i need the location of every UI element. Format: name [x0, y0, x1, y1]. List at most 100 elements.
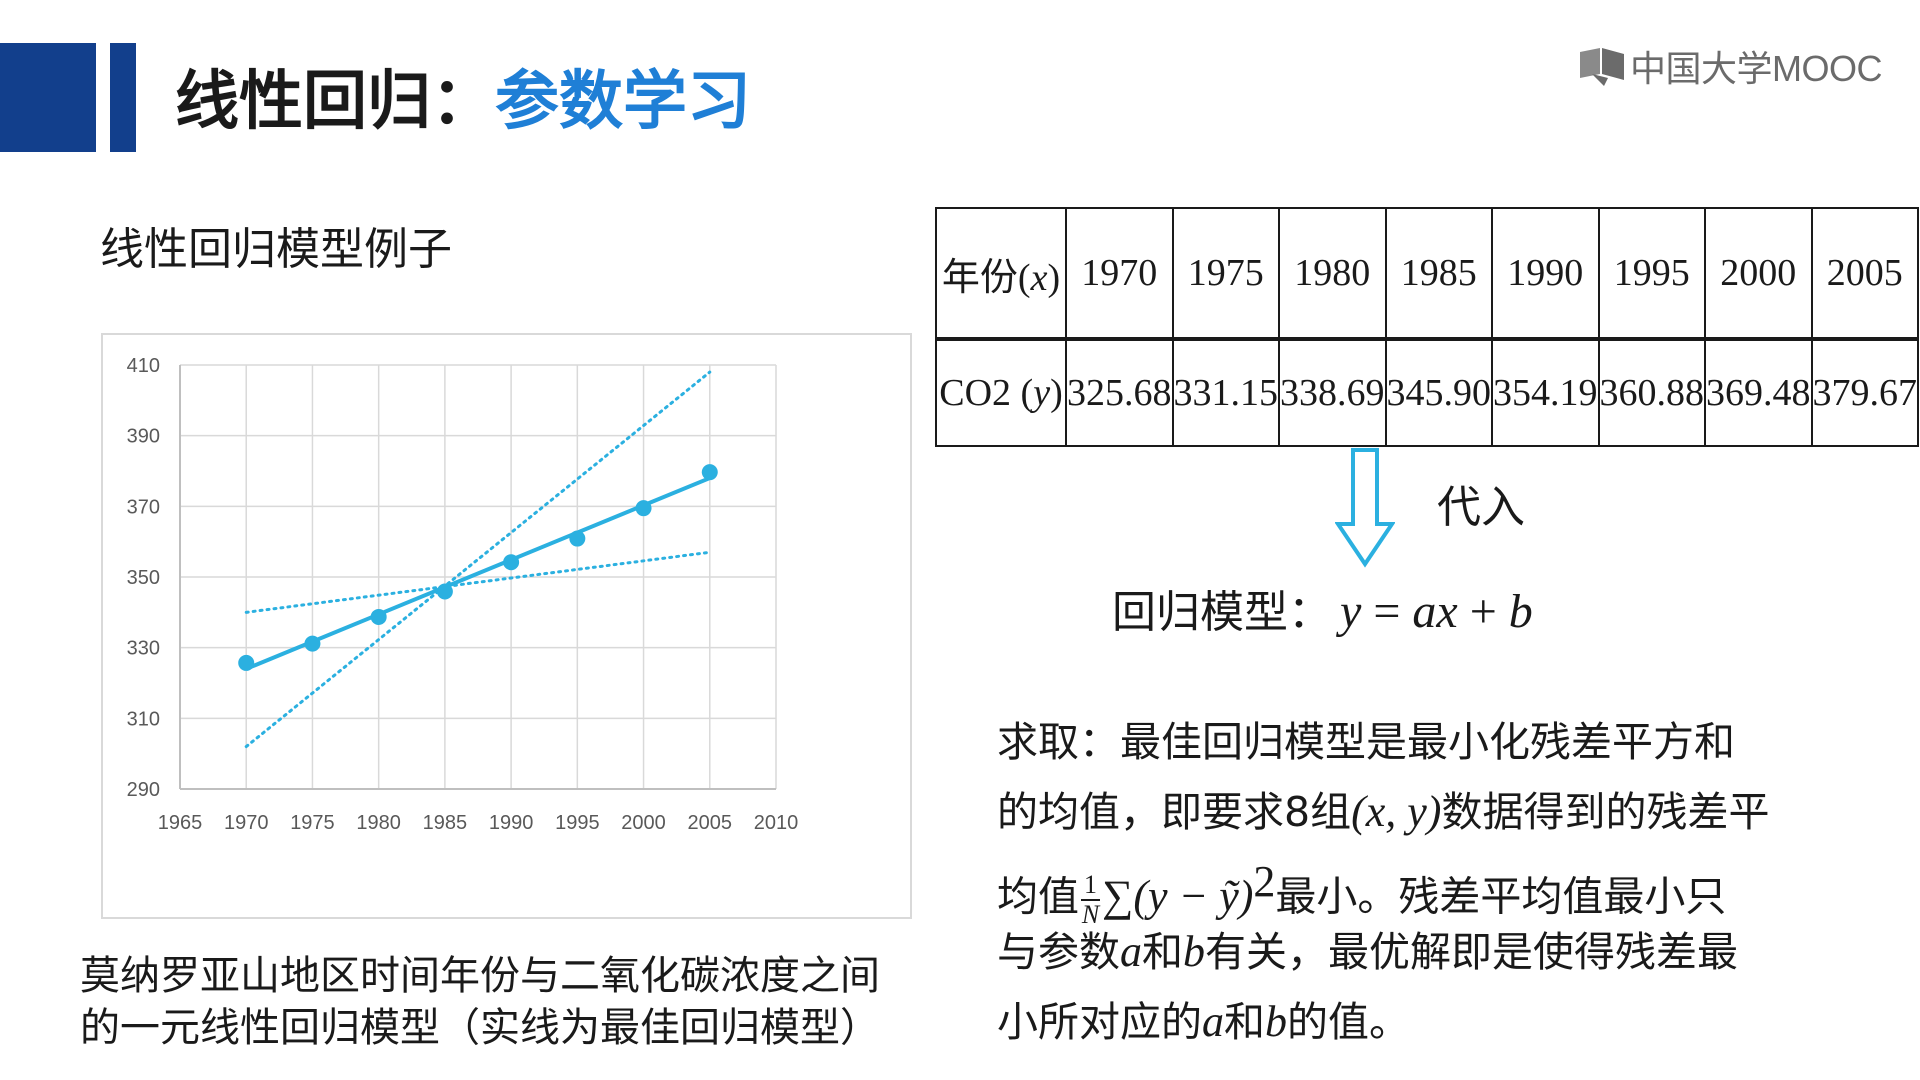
year-label-text: 年份(	[941, 256, 1031, 299]
explain-text: 有关，最优解即是使得残差最	[1205, 928, 1738, 976]
explain-line-5: 小所对应的a和b的值。	[997, 987, 1907, 1057]
regression-model-formula: 回归模型： y = ax + b	[1112, 584, 1533, 641]
year-label-suffix: )	[1047, 256, 1061, 299]
table-row-years: 年份(x) 1970 1975 1980 1985 1990 1995 2000…	[935, 206, 1919, 342]
table-cell-year: 1985	[1384, 206, 1493, 342]
data-point	[238, 654, 255, 671]
y-tick-label: 370	[127, 496, 160, 518]
fraction-denominator: N	[1081, 899, 1100, 929]
co2-data-table: 年份(x) 1970 1975 1980 1985 1990 1995 2000…	[935, 206, 1919, 447]
year-label-var: x	[1030, 256, 1048, 299]
table-cell-year: 1990	[1491, 206, 1600, 342]
x-tick-label: 2000	[621, 812, 666, 834]
y-tick-label: 310	[127, 708, 160, 730]
x-tick-label: 1990	[489, 812, 533, 834]
section-subheading: 线性回归模型例子	[100, 224, 452, 275]
caption-line-1: 莫纳罗亚山地区时间年份与二氧化碳浓度之间	[80, 953, 880, 999]
y-tick-label: 390	[127, 426, 160, 448]
y-tick-label: 290	[127, 779, 160, 801]
model-label: 回归模型：	[1112, 587, 1332, 638]
explain-text: 和	[1224, 998, 1265, 1046]
header-accent-bar-thin	[110, 43, 136, 152]
exponent: 2	[1253, 857, 1276, 906]
x-tick-label: 1970	[224, 812, 269, 834]
co2-label-text: CO2 (	[939, 372, 1034, 415]
explain-line-2: 的均值，即要求8组(x, y)数据得到的残差平	[997, 777, 1907, 847]
table-cell-co2: 379.67	[1810, 338, 1919, 447]
explain-text: 小所对应的	[997, 998, 1202, 1046]
book-logo-icon	[1580, 48, 1624, 86]
table-cell-year: 1970	[1065, 206, 1174, 342]
dotted-fit-line	[244, 550, 712, 614]
title-prefix: 线性回归：	[175, 65, 495, 139]
explanation-text: 求取：最佳回归模型是最小化残差平方和 的均值，即要求8组(x, y)数据得到的残…	[997, 707, 1907, 1057]
explain-text: 均值	[997, 872, 1079, 921]
chart-container: 290 310 330 350 370 390 410 1965 1970 1975 1980 198…	[101, 333, 912, 919]
data-point	[436, 583, 453, 600]
table-cell-co2: 369.48	[1704, 338, 1813, 447]
table-header-year: 年份(x)	[935, 206, 1067, 342]
explain-math: a	[1120, 927, 1142, 976]
chart-caption: 莫纳罗亚山地区时间年份与二氧化碳浓度之间 的一元线性回归模型（实线为最佳回归模型…	[80, 950, 880, 1054]
table-cell-co2: 331.15	[1171, 338, 1280, 447]
fraction-numerator: 1	[1081, 870, 1100, 901]
x-tick-label: 1985	[423, 812, 468, 834]
explain-math: b	[1265, 997, 1287, 1046]
table-cell-co2: 338.69	[1278, 338, 1387, 447]
explain-text: 和	[1142, 928, 1183, 976]
mooc-logo: 中国大学MOOC	[1578, 44, 1883, 89]
explain-line-3: 均值 1 N ∑(y − ỹ)2最小。残差平均值最小只	[997, 847, 1907, 928]
x-tick-label: 1995	[555, 812, 600, 834]
caption-line-2: 的一元线性回归模型（实线为最佳回归模型）	[80, 1005, 880, 1051]
y-tick-label: 330	[127, 638, 160, 660]
explain-line-4: 与参数a和b有关，最优解即是使得残差最	[997, 917, 1907, 987]
data-point	[569, 530, 586, 547]
y-tick-label: 410	[127, 355, 160, 377]
co2-label-var: y	[1033, 372, 1051, 415]
explain-text: 最小。残差平均值最小只	[1275, 872, 1727, 921]
explain-text: 与参数	[997, 928, 1120, 976]
dotted-fit-line	[244, 370, 712, 749]
table-cell-co2: 360.88	[1597, 338, 1706, 447]
eq-b: b	[1508, 585, 1533, 638]
explain-text: 数据得到的残差平	[1441, 788, 1770, 836]
explain-math: b	[1183, 927, 1205, 976]
table-cell-year: 1995	[1597, 206, 1706, 342]
eq-ax: ax	[1412, 585, 1458, 638]
down-arrow-icon	[1335, 448, 1395, 568]
data-point	[370, 608, 387, 625]
x-tick-label: 2010	[754, 812, 799, 834]
model-equation: y = ax + b	[1340, 585, 1533, 638]
header-accent-bar	[0, 43, 96, 152]
x-tick-label: 1980	[356, 812, 401, 834]
table-cell-co2: 325.68	[1065, 338, 1174, 447]
explain-text: 的均值，即要求8组	[997, 788, 1352, 836]
table-cell-year: 1975	[1171, 206, 1280, 342]
data-point	[635, 500, 652, 517]
table-cell-co2: 354.19	[1491, 338, 1600, 447]
y-tick-label: 350	[127, 567, 160, 589]
explain-math: ∑(y − ỹ)	[1102, 871, 1254, 921]
eq-plus: +	[1457, 585, 1509, 638]
table-cell-year: 2005	[1810, 206, 1919, 342]
data-point	[701, 464, 718, 481]
data-point	[503, 554, 520, 571]
co2-label-suffix: )	[1050, 372, 1063, 415]
slide-title: 线性回归：参数学习	[175, 62, 751, 142]
explain-math: (x, y)	[1351, 787, 1442, 836]
title-accent: 参数学习	[495, 65, 751, 139]
table-cell-year: 2000	[1704, 206, 1813, 342]
table-cell-year: 1980	[1278, 206, 1387, 342]
table-header-co2: CO2 (y)	[935, 338, 1067, 447]
explain-text: 的值。	[1287, 998, 1410, 1046]
logo-text: 中国大学MOOC	[1630, 48, 1883, 89]
x-tick-label: 1975	[290, 812, 335, 834]
table-row-co2: CO2 (y) 325.68 331.15 338.69 345.90 354.…	[935, 338, 1919, 447]
co2-regression-chart: 290 310 330 350 370 390 410 1965 1970 1975 1980 198…	[127, 355, 799, 834]
explain-text: 求取：最佳回归模型是最小化残差平方和	[997, 718, 1735, 766]
eq-y: y	[1340, 585, 1362, 638]
eq-equals: =	[1361, 585, 1413, 638]
best-fit-line	[245, 476, 711, 671]
explain-line-1: 求取：最佳回归模型是最小化残差平方和	[997, 707, 1907, 777]
data-point	[304, 635, 321, 652]
